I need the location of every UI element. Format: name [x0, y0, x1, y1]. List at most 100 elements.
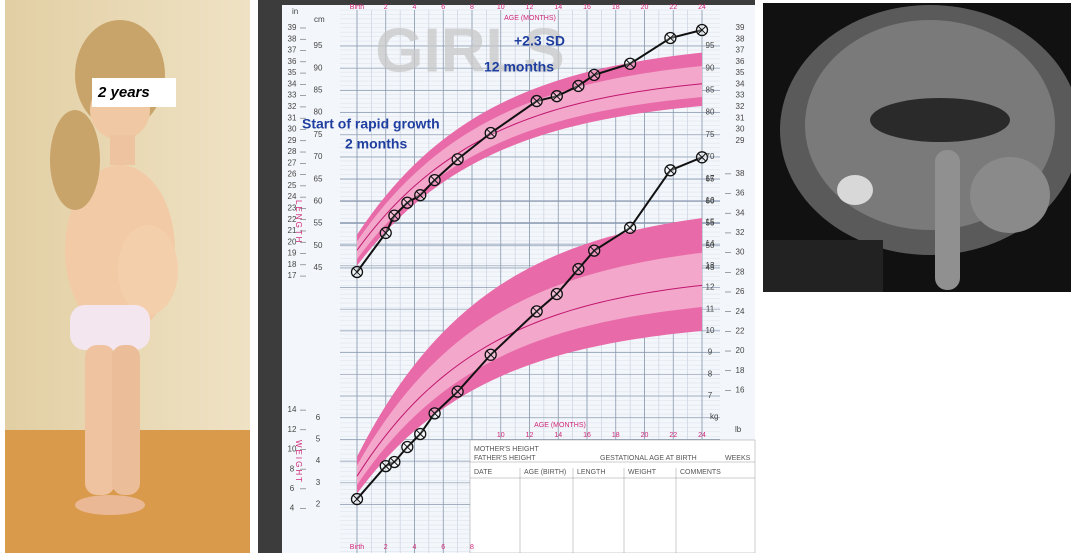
- x-tick-label: 20: [641, 4, 649, 11]
- y-tick-label: 26: [288, 170, 297, 179]
- y-tick-label: 70: [706, 152, 715, 161]
- y-tick-label: 17: [288, 271, 297, 280]
- unit: cm: [314, 15, 325, 24]
- x-tick-label: 4: [413, 4, 417, 11]
- y-tick-label: 60: [314, 197, 323, 206]
- y-tick-label: 27: [288, 158, 297, 167]
- y-tick-label: 16: [736, 386, 745, 395]
- y-tick-label: 20: [736, 346, 745, 355]
- form-label: MOTHER'S HEIGHT: [474, 446, 539, 453]
- y-tick-label: 95: [314, 41, 323, 50]
- x-tick-label: 6: [441, 4, 445, 11]
- y-tick-label: 6: [290, 484, 295, 493]
- x-tick-label: 6: [441, 544, 445, 551]
- y-tick-label: 12: [706, 283, 715, 292]
- x-tick-label: 24: [698, 4, 706, 11]
- x-tick-label: 18: [612, 432, 620, 439]
- y-tick-label: 8: [708, 369, 713, 378]
- y-tick-label: 35: [736, 68, 745, 77]
- annotation: 2 months: [345, 136, 407, 152]
- y-tick-label: 5: [316, 435, 321, 444]
- form-label: GESTATIONAL AGE AT BIRTH: [600, 455, 697, 462]
- y-tick-label: 34: [736, 79, 745, 88]
- y-tick-label: 11: [706, 304, 715, 313]
- annotation: Start of rapid growth: [302, 116, 440, 132]
- y-tick-label: 31: [288, 113, 297, 122]
- y-tick-label: 12: [288, 425, 297, 434]
- x-tick-label: 16: [583, 432, 591, 439]
- y-tick-label: 22: [736, 326, 745, 335]
- y-tick-label: 23: [288, 204, 297, 213]
- y-tick-label: 85: [314, 86, 323, 95]
- x-tick-label: 12: [526, 4, 534, 11]
- unit: lb: [735, 425, 742, 434]
- y-tick-label: 4: [316, 456, 321, 465]
- y-tick-label: 55: [314, 219, 323, 228]
- x-tick-label: 2: [384, 4, 388, 11]
- annotation: +2.3 SD: [514, 33, 565, 49]
- annotation: 12 months: [484, 59, 554, 75]
- y-tick-label: 36: [736, 57, 745, 66]
- y-tick-label: 32: [736, 102, 745, 111]
- y-tick-label: 25: [288, 181, 297, 190]
- y-tick-label: 32: [288, 102, 297, 111]
- y-tick-label: 22: [288, 215, 297, 224]
- x-tick-label: 18: [612, 4, 620, 11]
- y-tick-label: 95: [706, 41, 715, 50]
- y-tick-label: 10: [706, 326, 715, 335]
- unit: kg: [710, 412, 718, 421]
- y-tick-label: 6: [316, 413, 321, 422]
- y-tick-label: 33: [288, 91, 297, 100]
- y-tick-label: 37: [288, 46, 297, 55]
- x-tick-label: Birth: [350, 4, 365, 11]
- y-tick-label: 36: [736, 189, 745, 198]
- y-tick-label: 90: [706, 63, 715, 72]
- y-tick-label: 39: [288, 23, 297, 32]
- y-tick-label: 21: [288, 226, 297, 235]
- y-tick-label: 38: [736, 169, 745, 178]
- y-tick-label: 75: [314, 130, 323, 139]
- y-tick-label: 29: [736, 136, 745, 145]
- y-tick-label: 75: [706, 130, 715, 139]
- y-tick-label: 85: [706, 86, 715, 95]
- y-tick-label: 30: [736, 248, 745, 257]
- y-tick-label: 14: [706, 239, 715, 248]
- x-tick-label: 22: [669, 432, 677, 439]
- y-tick-label: 13: [706, 261, 715, 270]
- photo-label: 2 years: [97, 84, 150, 101]
- x-tick-label: 22: [669, 4, 677, 11]
- x-tick-label: 4: [413, 544, 417, 551]
- x-tick-label: 12: [526, 432, 534, 439]
- y-tick-label: 26: [736, 287, 745, 296]
- y-tick-label: 80: [314, 108, 323, 117]
- y-tick-label: 30: [736, 125, 745, 134]
- y-tick-label: 28: [288, 147, 297, 156]
- x-tick-label: Birth: [350, 544, 365, 551]
- y-tick-label: 30: [288, 125, 297, 134]
- form-column: WEIGHT: [628, 469, 657, 476]
- y-tick-label: 2: [316, 500, 321, 509]
- y-tick-label: 10: [288, 445, 297, 454]
- form-label: FATHER'S HEIGHT: [474, 455, 536, 462]
- y-tick-label: 34: [736, 208, 745, 217]
- y-tick-label: 9: [708, 348, 713, 357]
- y-tick-label: 15: [706, 218, 715, 227]
- y-tick-label: 38: [288, 34, 297, 43]
- y-tick-label: 80: [706, 108, 715, 117]
- x-tick-label: 8: [470, 4, 474, 11]
- y-tick-label: 16: [706, 196, 715, 205]
- form-column: DATE: [474, 469, 492, 476]
- y-tick-label: 8: [290, 464, 295, 473]
- x-tick-label: 2: [384, 544, 388, 551]
- y-tick-label: 36: [288, 57, 297, 66]
- y-tick-label: 24: [288, 192, 297, 201]
- y-tick-label: 24: [736, 307, 745, 316]
- y-tick-label: 29: [288, 136, 297, 145]
- x-tick-label: 24: [698, 432, 706, 439]
- y-tick-label: 18: [736, 366, 745, 375]
- y-tick-label: 70: [314, 152, 323, 161]
- watermark: GIRLS: [375, 16, 564, 85]
- y-tick-label: 28: [736, 267, 745, 276]
- form-label: WEEKS: [725, 455, 751, 462]
- x-tick-label: 20: [641, 432, 649, 439]
